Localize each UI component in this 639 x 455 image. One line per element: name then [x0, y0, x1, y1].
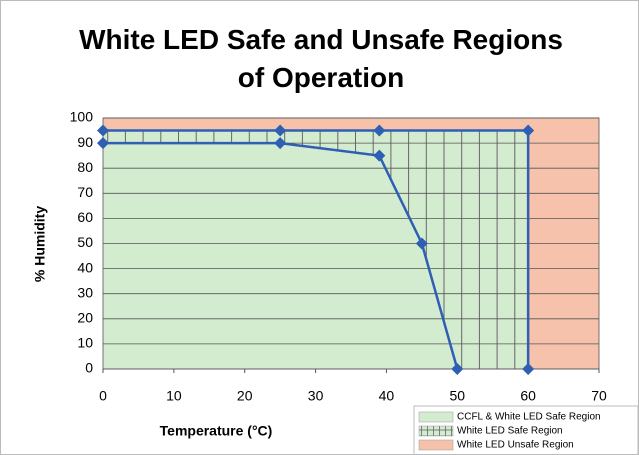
marker [522, 124, 535, 137]
legend-swatch [418, 411, 454, 423]
x-tick-label: 50 [449, 388, 465, 404]
marker [415, 237, 428, 250]
x-tick-label: 10 [166, 388, 182, 404]
x-tick-label: 70 [591, 388, 607, 404]
marker [274, 124, 287, 137]
marker [522, 363, 535, 375]
marker [274, 137, 287, 150]
y-axis-label: % Humidity [32, 206, 48, 282]
y-tick-label: 0 [85, 360, 93, 376]
x-tick-label: 60 [520, 388, 536, 404]
y-tick-label: 90 [77, 134, 93, 150]
x-tick-label: 20 [237, 388, 253, 404]
legend-label: White LED Safe Region [457, 426, 563, 437]
legend-label: CCFL & White LED Safe Region [457, 412, 601, 423]
y-tick-label: 20 [77, 310, 93, 326]
marker [373, 149, 386, 162]
y-tick-label: 10 [77, 335, 93, 351]
y-tick-label: 100 [70, 109, 94, 125]
marker [451, 363, 464, 375]
plot-frame [102, 117, 600, 370]
legend-label: White LED Unsafe Region [457, 440, 574, 451]
y-tick-label: 70 [77, 184, 93, 200]
region-area [103, 143, 458, 369]
y-tick-label: 30 [77, 284, 93, 300]
x-tick-label: 40 [379, 388, 395, 404]
y-tick-label: 60 [77, 209, 93, 225]
y-tick-label: 40 [77, 259, 93, 275]
x-axis-label: Temperature (°C) [160, 423, 273, 439]
legend-swatch [418, 439, 454, 451]
legend-swatch [418, 425, 454, 437]
marker [97, 137, 109, 150]
chart-title: White LED Safe and Unsafe Regions of Ope… [79, 24, 563, 93]
y-tick-label: 80 [77, 159, 93, 175]
marker [373, 124, 386, 137]
x-tick-label: 30 [308, 388, 324, 404]
y-tick-label: 50 [77, 234, 93, 250]
x-tick-label: 0 [99, 388, 107, 404]
marker [97, 124, 109, 137]
